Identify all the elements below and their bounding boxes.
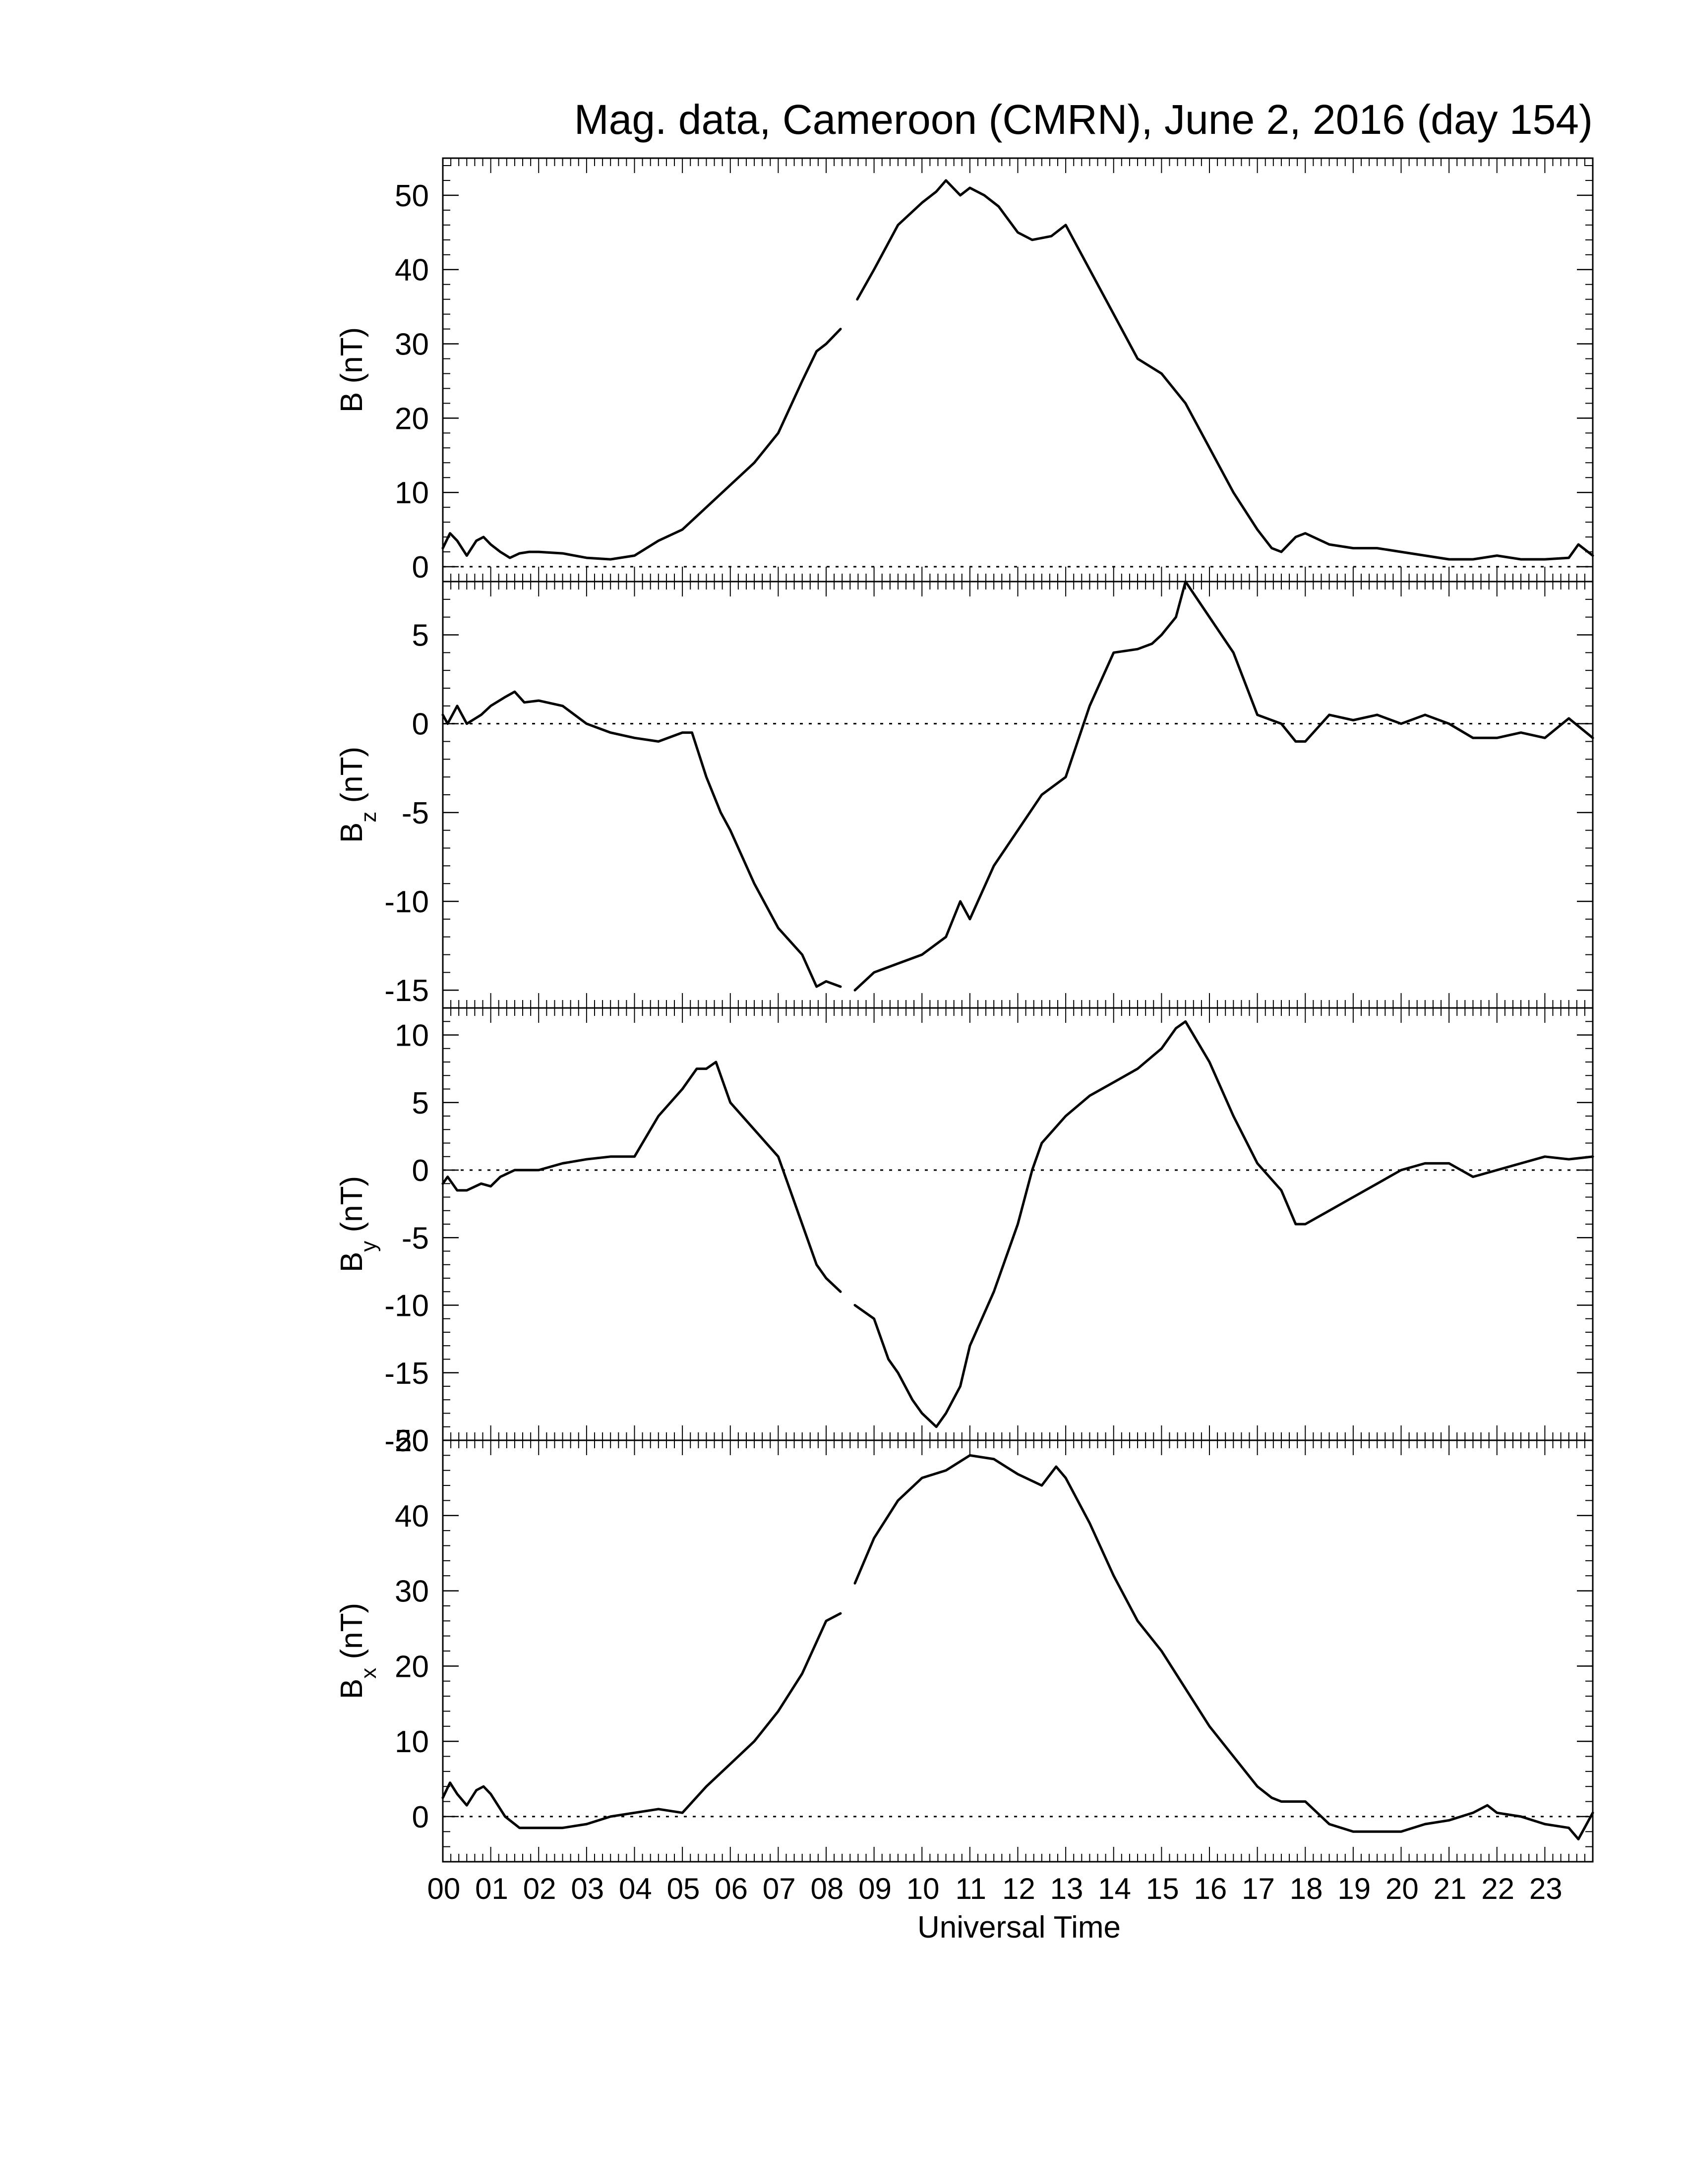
- x-tick-label: 09: [858, 1872, 892, 1905]
- x-tick-label: 15: [1146, 1872, 1179, 1905]
- panel-4-y-label-main: B: [335, 1679, 369, 1699]
- panel-3-y-tick-label: 0: [412, 1154, 429, 1188]
- panel-4-y-tick-label: 50: [395, 1424, 429, 1458]
- x-tick-label: 13: [1050, 1872, 1084, 1905]
- panel-3-series-line-2: [853, 1020, 1594, 1428]
- x-tick-label: 10: [906, 1872, 940, 1905]
- x-tick-label: 03: [571, 1872, 604, 1905]
- panel-2-y-axis-label: Bz (nT): [335, 747, 381, 843]
- panel-1: 0 10 20 30 40 50 B (nT): [335, 157, 1594, 585]
- panel-2-y-tick-label: 0: [412, 708, 429, 742]
- x-tick-label: 20: [1385, 1872, 1419, 1905]
- x-tick-labels: 00 01 02 03 04 05 06 07 08 09 10 11 12 13 14 15 16 17 18 19…: [427, 1872, 1563, 1905]
- panel-4-y-tick-label: 40: [395, 1499, 429, 1534]
- panel-3-y-tick-label: -20: [384, 1424, 429, 1458]
- x-tick-label: 04: [619, 1872, 652, 1905]
- panel-2-series-line-2: [853, 580, 1594, 992]
- x-tick-label: 01: [475, 1872, 508, 1905]
- panel-2-y-label-subscript: z: [357, 812, 381, 823]
- panel-3-y-tick-label: -15: [384, 1357, 429, 1391]
- panel-3-y-tick-label: 5: [412, 1086, 429, 1121]
- x-tick-label: 07: [763, 1872, 796, 1905]
- panel-2-y-tick-label: -5: [402, 796, 429, 830]
- panel-1-y-tick-label: 50: [395, 179, 429, 213]
- panel-4-y-tick-label: 30: [395, 1575, 429, 1609]
- panel-4-y-label-unit: (nT): [335, 1603, 369, 1668]
- x-tick-label: 06: [715, 1872, 748, 1905]
- panel-2-y-label-unit: (nT): [335, 747, 369, 812]
- x-tick-label: 19: [1337, 1872, 1371, 1905]
- panel-1-y-tick-label: 30: [395, 328, 429, 362]
- panel-3-y-tick-label: -5: [402, 1221, 429, 1255]
- panel-4-y-tick-label: 10: [395, 1725, 429, 1759]
- panel-4-y-label-subscript: x: [357, 1668, 381, 1679]
- panel-2-series-line-1: [441, 690, 842, 988]
- panel-4: 0 10 20 30 40 50 Bx (nT): [335, 1424, 1594, 1863]
- panel-3-y-tick-label: 10: [395, 1019, 429, 1053]
- panel-4-series-line-2: [853, 1454, 1594, 1840]
- panel-2-y-tick-label: -10: [384, 885, 429, 919]
- panel-2-y-label-main: B: [335, 823, 369, 843]
- chart-title: Mag. data, Cameroon (CMRN), June 2, 2016…: [574, 96, 1593, 143]
- panel-1-y-tick-label: 40: [395, 253, 429, 288]
- x-tick-label: 12: [1002, 1872, 1035, 1905]
- x-tick-label: 22: [1481, 1872, 1514, 1905]
- panel-1-series-line-1: [441, 328, 842, 561]
- x-tick-label: 16: [1194, 1872, 1227, 1905]
- panel-4-y-tick-label: 0: [412, 1800, 429, 1834]
- x-tick-label: 05: [667, 1872, 700, 1905]
- panel-3-y-tick-label: -10: [384, 1289, 429, 1323]
- panel-2: 5 0 -5 -10 -15 Bz (nT): [335, 580, 1594, 1009]
- panel-3-y-axis-label: By (nT): [335, 1176, 381, 1272]
- panel-4-series-line-1: [441, 1612, 842, 1830]
- panel-1-series-line-2: [856, 179, 1594, 561]
- panel-1-y-label-unit: (nT): [335, 327, 369, 392]
- panel-3-series-line-1: [441, 1061, 842, 1293]
- x-tick-label: 14: [1098, 1872, 1131, 1905]
- x-tick-label: 00: [427, 1872, 461, 1905]
- panel-3-y-label-unit: (nT): [335, 1176, 369, 1241]
- panel-3-y-label-subscript: y: [357, 1241, 381, 1252]
- x-tick-label: 23: [1529, 1872, 1563, 1905]
- x-tick-label: 08: [811, 1872, 844, 1905]
- panel-1-y-axis-label: B (nT): [335, 327, 369, 413]
- panel-4-y-axis-label: Bx (nT): [335, 1603, 381, 1699]
- panel-1-y-tick-label: 0: [412, 550, 429, 585]
- panel-4-y-tick-label: 20: [395, 1650, 429, 1684]
- panel-1-y-label-main: B: [335, 392, 369, 413]
- x-tick-label: 02: [523, 1872, 556, 1905]
- x-tick-label: 11: [956, 1872, 986, 1905]
- panel-3-y-label-main: B: [335, 1252, 369, 1272]
- x-tick-label: 18: [1290, 1872, 1323, 1905]
- x-tick-label: 21: [1434, 1872, 1467, 1905]
- x-axis-label: Universal Time: [917, 1910, 1121, 1945]
- panel-1-y-tick-label: 10: [395, 476, 429, 510]
- panel-2-y-tick-label: 5: [412, 619, 429, 653]
- panel-1-y-tick-label: 20: [395, 402, 429, 436]
- panel-2-y-tick-label: -15: [384, 974, 429, 1008]
- x-tick-label: 17: [1242, 1872, 1275, 1905]
